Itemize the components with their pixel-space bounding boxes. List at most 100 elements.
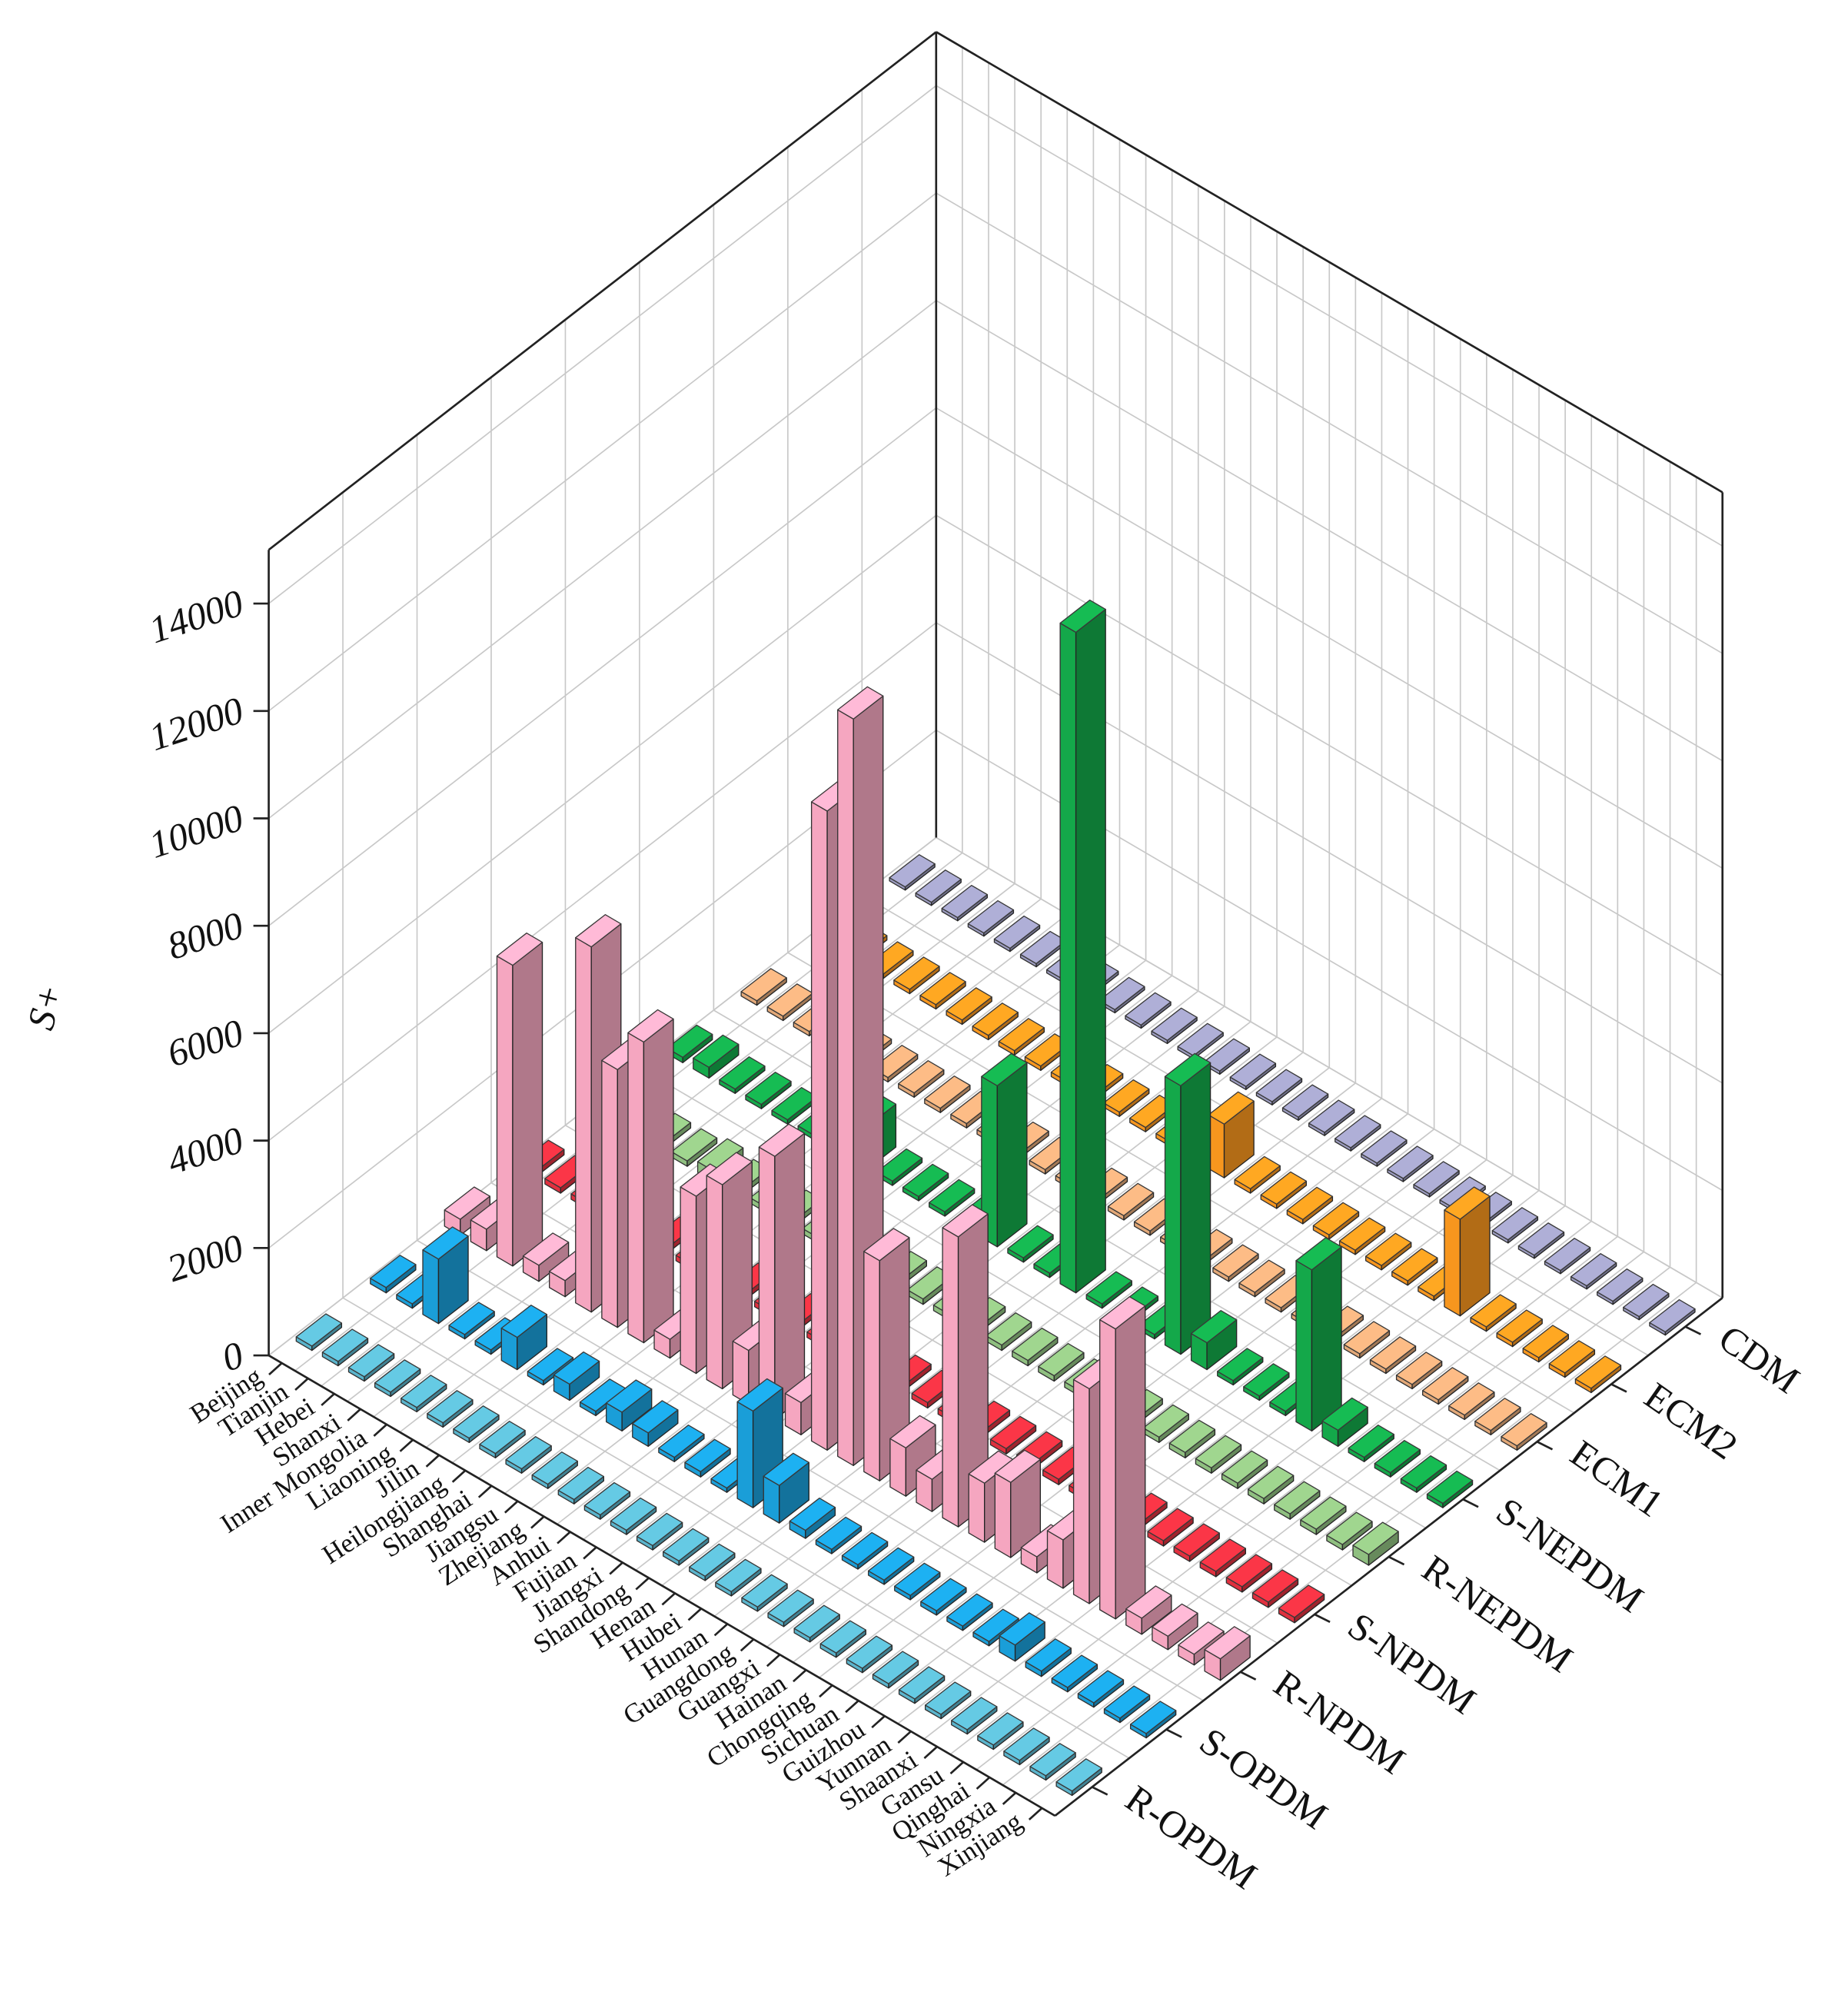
bar-top	[741, 1574, 788, 1608]
bar-top	[1295, 1237, 1342, 1271]
z-tick	[1165, 1728, 1182, 1738]
z-tick	[1240, 1671, 1257, 1681]
bar	[928, 1179, 976, 1217]
bar-top	[924, 1681, 972, 1715]
bar	[347, 1344, 395, 1382]
bar	[1308, 1099, 1355, 1136]
bar	[1152, 1603, 1198, 1651]
floor-grid	[342, 1297, 1130, 1759]
bar	[1103, 1079, 1150, 1117]
z-tick	[1684, 1325, 1702, 1335]
bar-top	[1491, 1207, 1539, 1241]
bar	[1400, 1455, 1447, 1493]
bar-top	[989, 1415, 1037, 1449]
bar	[951, 1697, 998, 1735]
bar	[1348, 1425, 1394, 1462]
bar-top	[1152, 1603, 1198, 1637]
bar-top	[819, 1620, 866, 1654]
bar	[989, 1415, 1037, 1455]
bar	[453, 1405, 500, 1443]
bar-top	[1597, 1268, 1644, 1302]
bar	[1225, 1554, 1273, 1593]
x-axis-line	[268, 1354, 1056, 1817]
bar-top	[942, 1204, 989, 1238]
bar-top	[1164, 1052, 1212, 1086]
x-tick	[949, 1761, 965, 1774]
bar-top	[632, 1400, 679, 1434]
floor-grid	[740, 1113, 1409, 1632]
bar	[898, 1060, 945, 1098]
bar-top	[898, 1666, 946, 1700]
bar-top	[1308, 1099, 1355, 1133]
bar	[1125, 992, 1172, 1029]
bar-top	[981, 1052, 1028, 1086]
bar-top	[1190, 1310, 1238, 1344]
z-tick	[1314, 1613, 1331, 1624]
bar-top	[1125, 992, 1172, 1026]
bar	[1548, 1340, 1596, 1378]
bar-side	[1115, 1305, 1146, 1620]
bar	[1085, 1271, 1132, 1309]
bar-top	[583, 1481, 631, 1516]
bar-top	[610, 1497, 657, 1531]
bar	[1422, 1367, 1469, 1405]
bar-top	[946, 1593, 993, 1627]
bar-front	[942, 1227, 959, 1528]
bar	[448, 1302, 495, 1340]
bar-top	[998, 1018, 1045, 1052]
bar-top	[1501, 1413, 1547, 1447]
bar	[741, 1574, 788, 1612]
bar-top	[1217, 1348, 1264, 1382]
bar	[846, 1635, 893, 1674]
bar-top	[789, 1498, 836, 1531]
bar	[670, 1128, 718, 1167]
bar-top	[689, 1543, 736, 1577]
bar	[693, 1034, 740, 1079]
bar-top	[994, 1449, 1042, 1483]
bar-top	[1286, 1186, 1334, 1220]
bar	[1413, 1161, 1460, 1198]
bar-top	[527, 1348, 574, 1382]
bar	[1544, 1238, 1591, 1275]
bar	[999, 1612, 1045, 1662]
bar	[1501, 1413, 1547, 1451]
bar-top	[1400, 1455, 1447, 1489]
bar	[1474, 1398, 1521, 1436]
bar-top	[846, 1635, 893, 1669]
bar-top	[893, 956, 940, 990]
x-tick	[321, 1392, 335, 1406]
series-label: CDM	[1711, 1317, 1807, 1402]
bar	[872, 1651, 919, 1689]
bar-top	[993, 915, 1041, 949]
x-tick	[504, 1500, 519, 1514]
bar	[1173, 1523, 1220, 1562]
x-tick	[635, 1577, 650, 1591]
bar	[715, 1558, 762, 1597]
bar	[1260, 1171, 1307, 1209]
bar-top	[1338, 1217, 1386, 1251]
bar-top	[872, 1651, 919, 1684]
bar-front	[994, 1472, 1012, 1558]
bar-top	[1255, 1069, 1303, 1102]
bar-top	[1369, 1336, 1417, 1370]
bar-top	[1038, 1342, 1085, 1377]
bar	[993, 915, 1041, 953]
bar-front	[601, 1059, 618, 1328]
x-tick	[871, 1715, 886, 1729]
y-tick-label: 10000	[144, 796, 248, 866]
bar	[894, 1562, 941, 1601]
x-tick	[347, 1408, 361, 1421]
bar	[557, 1466, 605, 1505]
bar	[1195, 1435, 1242, 1474]
bar	[767, 1589, 814, 1628]
bar-top	[1098, 976, 1145, 1010]
bar	[1059, 599, 1106, 1294]
bar-top	[531, 1451, 578, 1485]
frame-line	[268, 31, 937, 551]
bar-top	[1107, 1182, 1155, 1216]
bar	[1426, 1470, 1474, 1508]
bar-top	[1208, 1091, 1255, 1125]
bar	[1229, 1053, 1277, 1090]
bar	[876, 1148, 923, 1186]
bar-top	[1522, 1325, 1569, 1358]
